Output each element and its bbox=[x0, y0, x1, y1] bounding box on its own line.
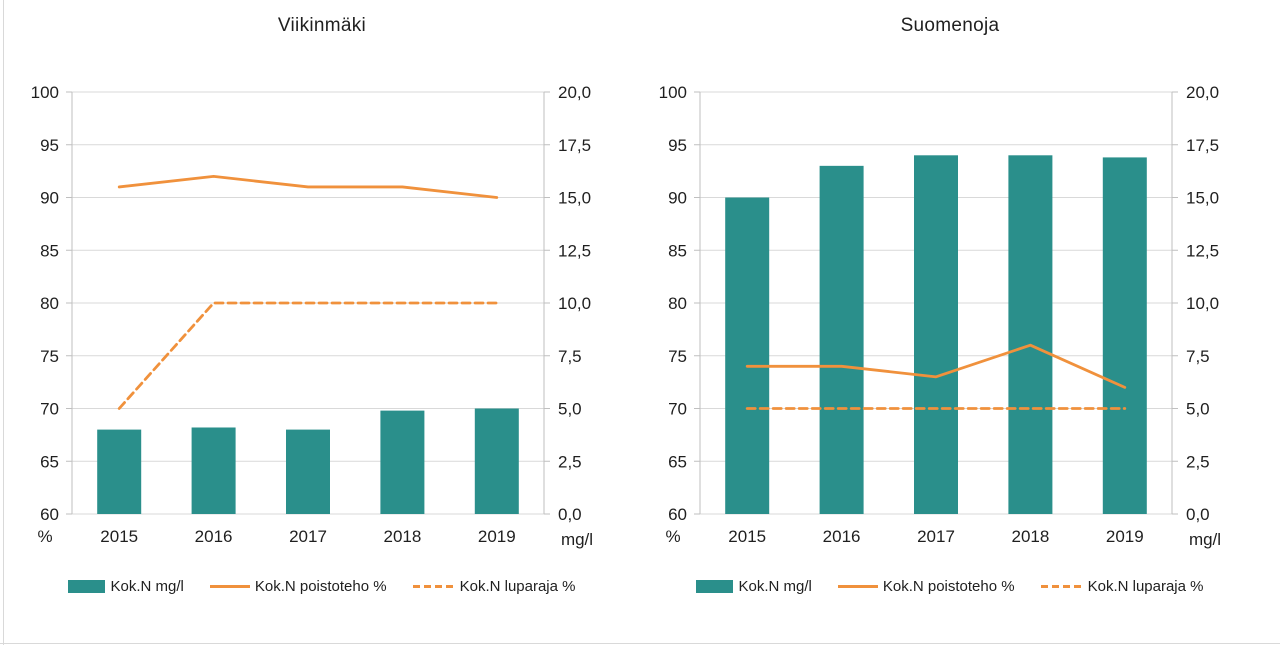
x-axis-label-2016: 2016 bbox=[195, 527, 233, 546]
x-axis-label-2019: 2019 bbox=[1106, 527, 1144, 546]
dashed-line-swatch-icon bbox=[1040, 585, 1083, 588]
right-axis-unit-label: mg/l bbox=[561, 530, 593, 549]
removal-efficiency-line bbox=[117, 174, 499, 199]
bar-2017 bbox=[286, 429, 330, 514]
legend-label-bar: Kok.N mg/l bbox=[110, 578, 184, 595]
bar-2015 bbox=[725, 197, 770, 514]
chart-title-viikinmaki: Viikinmäki bbox=[277, 15, 367, 36]
right-axis-tick-label: 10,0 bbox=[558, 294, 591, 313]
left-axis-tick-label: 75 bbox=[40, 347, 59, 366]
left-axis-tick-label: 65 bbox=[668, 452, 687, 471]
chart-title-suomenoja: Suomenoja bbox=[900, 15, 1000, 36]
x-axis-label-2018: 2018 bbox=[383, 527, 421, 546]
left-axis-tick-label: 80 bbox=[668, 294, 687, 313]
right-axis-tick-label: 20,0 bbox=[558, 83, 591, 102]
legend-label-dash: Kok.N luparaja % bbox=[459, 578, 576, 595]
chart-plot-suomenoja: 100 20,0 95 17,5 90 15,0 85 12,5 80 10,0 75 7,5 70 5,… bbox=[659, 83, 1221, 549]
removal-efficiency-line bbox=[745, 343, 1127, 389]
legend-item-line: Kok.N poistoteho % bbox=[837, 578, 1015, 595]
left-axis-tick-label: 70 bbox=[668, 400, 687, 419]
line-swatch-icon bbox=[837, 585, 878, 588]
right-axis-tick-label: 0,0 bbox=[558, 505, 582, 524]
right-axis-tick-label: 2,5 bbox=[1186, 452, 1210, 471]
legend-label-bar: Kok.N mg/l bbox=[738, 578, 812, 595]
x-axis-label-2019: 2019 bbox=[478, 527, 516, 546]
right-axis-tick-label: 12,5 bbox=[1186, 241, 1219, 260]
left-axis-tick-label: 90 bbox=[668, 189, 687, 208]
left-axis-tick-label: 75 bbox=[668, 347, 687, 366]
legend-label-line: Kok.N poistoteho % bbox=[254, 578, 387, 595]
chart-panel-suomenoja: Suomenoja 100 20,0 95 17,5 90 15,0 85 12,5 80 10,… bbox=[640, 4, 1260, 595]
bar-2017 bbox=[914, 155, 958, 515]
charts-row: Viikinmäki 100 20,0 95 17,5 90 15,0 85 12,5 80 10… bbox=[12, 4, 1260, 595]
legend-item-bar: Kok.N mg/l bbox=[68, 578, 184, 595]
left-axis-tick-label: 100 bbox=[31, 83, 59, 102]
left-axis-tick-label: 85 bbox=[668, 241, 687, 260]
right-axis-tick-label: 15,0 bbox=[558, 189, 591, 208]
x-axis-label-2017: 2017 bbox=[917, 527, 955, 546]
chart-plot-viikinmaki: 100 20,0 95 17,5 90 15,0 85 12,5 80 10,0 75 7,5 70 5,… bbox=[31, 83, 593, 549]
bar-2016 bbox=[819, 165, 864, 514]
frame-bottom-border bbox=[0, 643, 1280, 644]
left-axis-tick-label: 65 bbox=[40, 452, 59, 471]
line-swatch-icon bbox=[209, 585, 250, 588]
bar-swatch-icon bbox=[68, 580, 106, 593]
right-axis-tick-label: 7,5 bbox=[1186, 347, 1210, 366]
left-axis-tick-label: 80 bbox=[40, 294, 59, 313]
legend-label-dash: Kok.N luparaja % bbox=[1087, 578, 1204, 595]
legend-item-bar: Kok.N mg/l bbox=[696, 578, 812, 595]
x-axis-label-2017: 2017 bbox=[289, 527, 327, 546]
legend-item-line: Kok.N poistoteho % bbox=[209, 578, 387, 595]
right-axis-tick-label: 15,0 bbox=[1186, 189, 1219, 208]
right-axis-tick-label: 12,5 bbox=[558, 241, 591, 260]
legend-item-dash: Kok.N luparaja % bbox=[1040, 578, 1204, 595]
right-axis-tick-label: 5,0 bbox=[1186, 400, 1210, 419]
left-axis-tick-label: 100 bbox=[659, 83, 687, 102]
bar-2019 bbox=[1102, 157, 1147, 514]
legend-viikinmaki: Kok.N mg/l Kok.N poistoteho % Kok.N lupa… bbox=[12, 578, 632, 595]
legend-item-dash: Kok.N luparaja % bbox=[412, 578, 576, 595]
right-axis-tick-label: 17,5 bbox=[558, 136, 591, 155]
x-axis-label-2015: 2015 bbox=[728, 527, 766, 546]
bar-2018 bbox=[1008, 155, 1053, 515]
legend-suomenoja: Kok.N mg/l Kok.N poistoteho % Kok.N lupa… bbox=[640, 578, 1260, 595]
right-axis-tick-label: 20,0 bbox=[1186, 83, 1219, 102]
bar-swatch-icon bbox=[696, 580, 734, 593]
right-axis-tick-label: 0,0 bbox=[1186, 505, 1210, 524]
legend-label-line: Kok.N poistoteho % bbox=[882, 578, 1015, 595]
frame-left-border bbox=[3, 0, 4, 645]
left-axis-tick-label: 95 bbox=[668, 136, 687, 155]
left-axis-tick-label: 60 bbox=[40, 505, 59, 524]
left-axis-unit-label: % bbox=[665, 527, 680, 546]
x-axis-label-2015: 2015 bbox=[100, 527, 138, 546]
left-axis-tick-label: 60 bbox=[668, 505, 687, 524]
left-axis-tick-label: 95 bbox=[40, 136, 59, 155]
x-axis-label-2016: 2016 bbox=[823, 527, 861, 546]
bar-2019 bbox=[474, 408, 519, 514]
bar-2016 bbox=[191, 427, 236, 514]
left-axis-unit-label: % bbox=[37, 527, 52, 546]
bar-2018 bbox=[380, 410, 425, 514]
right-axis-tick-label: 2,5 bbox=[558, 452, 582, 471]
x-axis-label-2018: 2018 bbox=[1011, 527, 1049, 546]
right-axis-tick-label: 10,0 bbox=[1186, 294, 1219, 313]
limit-line bbox=[117, 301, 499, 410]
right-axis-tick-label: 7,5 bbox=[558, 347, 582, 366]
bar-2015 bbox=[97, 429, 142, 514]
chart-panel-viikinmaki: Viikinmäki 100 20,0 95 17,5 90 15,0 85 12,5 80 10… bbox=[12, 4, 632, 595]
right-axis-tick-label: 5,0 bbox=[558, 400, 582, 419]
left-axis-tick-label: 90 bbox=[40, 189, 59, 208]
right-axis-tick-label: 17,5 bbox=[1186, 136, 1219, 155]
dashed-line-swatch-icon bbox=[412, 585, 455, 588]
left-axis-tick-label: 85 bbox=[40, 241, 59, 260]
left-axis-tick-label: 70 bbox=[40, 400, 59, 419]
right-axis-unit-label: mg/l bbox=[1189, 530, 1221, 549]
